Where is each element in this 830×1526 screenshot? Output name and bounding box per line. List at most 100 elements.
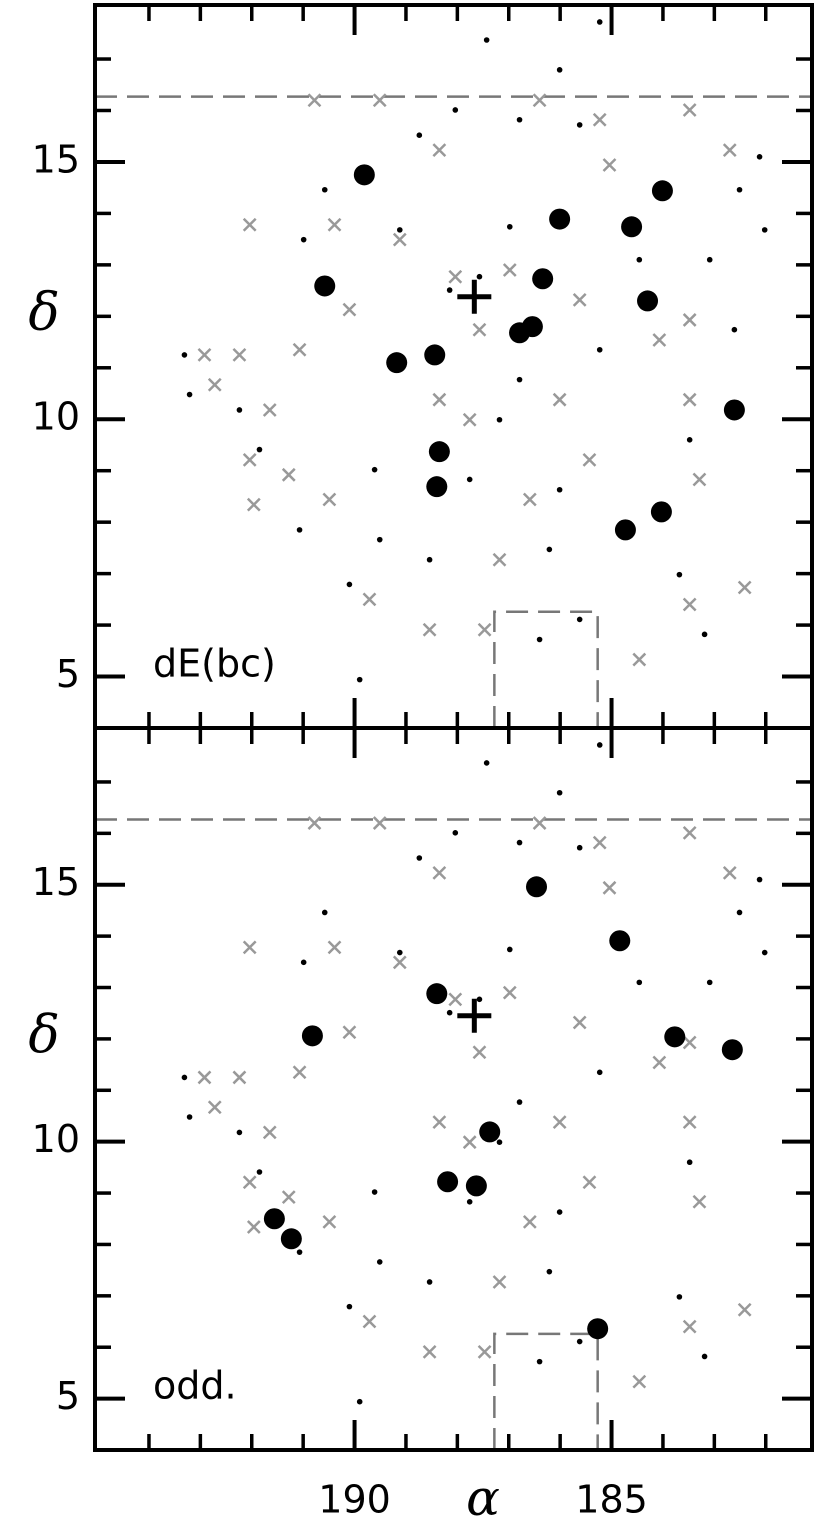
small-point	[181, 1074, 188, 1081]
large-point	[549, 208, 571, 230]
cross-point	[682, 825, 697, 840]
large-point	[664, 1026, 686, 1048]
cross-point	[327, 217, 342, 232]
cross-point	[242, 217, 257, 232]
cross-point	[232, 348, 247, 362]
cross-point	[327, 940, 342, 955]
cross-point	[242, 940, 257, 955]
small-point	[476, 996, 483, 1003]
cross-point	[422, 622, 437, 637]
cross-point	[432, 1115, 447, 1130]
small-point	[296, 1249, 303, 1255]
small-point	[596, 19, 603, 25]
small-point	[706, 256, 713, 263]
large-point	[637, 290, 659, 312]
small-point	[731, 326, 738, 333]
small-point	[516, 1099, 523, 1105]
small-point	[300, 236, 307, 243]
cross-point	[292, 342, 307, 357]
cross-point	[652, 1055, 667, 1070]
small-point	[686, 1159, 693, 1166]
cross-point	[682, 1035, 697, 1050]
cross-point	[392, 955, 407, 970]
small-point	[371, 466, 378, 473]
small-point	[701, 1353, 708, 1360]
plot-frame	[93, 3, 814, 730]
cross-point	[432, 866, 447, 880]
large-point	[609, 930, 631, 952]
small-point	[686, 437, 693, 443]
small-point	[736, 909, 743, 916]
large-point	[426, 983, 448, 1005]
center-marker	[457, 279, 492, 314]
cross-point	[722, 866, 737, 880]
small-point	[356, 676, 363, 683]
small-point	[756, 876, 763, 883]
small-point	[446, 1009, 453, 1016]
small-point	[636, 256, 643, 263]
large-point	[532, 268, 554, 290]
cross-point	[602, 880, 617, 895]
small-point	[576, 1338, 583, 1345]
cross-point	[572, 1015, 587, 1030]
large-point	[386, 352, 408, 374]
small-point	[576, 122, 583, 128]
cross-point	[207, 1100, 222, 1115]
small-point	[356, 1398, 363, 1405]
cross-point	[682, 597, 697, 612]
small-point	[506, 946, 513, 953]
small-point	[546, 1268, 553, 1275]
small-point	[346, 1303, 353, 1310]
small-point	[706, 979, 713, 986]
small-point	[321, 186, 328, 193]
cross-point	[592, 835, 607, 850]
small-point	[483, 760, 490, 766]
small-point	[516, 376, 523, 383]
large-point	[280, 1228, 302, 1250]
cross-point	[737, 1302, 752, 1317]
small-point	[516, 116, 523, 123]
small-point	[321, 909, 328, 916]
cross-point	[432, 392, 447, 407]
small-point	[236, 1129, 243, 1136]
cross-point	[197, 348, 212, 362]
cross-point	[477, 622, 492, 637]
cross-point	[492, 552, 507, 567]
large-point	[263, 1208, 285, 1230]
large-point	[428, 441, 450, 463]
small-point	[676, 1294, 683, 1300]
y-tick-label: 5	[56, 1374, 80, 1418]
cross-point	[552, 392, 567, 407]
large-point	[526, 876, 548, 898]
small-point	[536, 1358, 543, 1365]
cross-point	[362, 592, 377, 607]
y-tick-label: 10	[32, 1117, 80, 1161]
large-point	[426, 476, 448, 498]
cross-point	[502, 985, 517, 1000]
dashed-box	[493, 1332, 599, 1450]
cross-point	[582, 453, 597, 467]
y-tick-label: 5	[56, 652, 80, 696]
dashed-box	[493, 610, 599, 728]
small-point	[376, 536, 383, 543]
large-point	[424, 344, 446, 366]
small-point	[596, 346, 603, 353]
small-point	[496, 1139, 503, 1145]
small-point	[452, 107, 459, 113]
cross-point	[372, 93, 387, 108]
cross-point	[232, 1070, 247, 1085]
cross-point	[737, 580, 752, 595]
cross-point	[262, 403, 277, 417]
small-point	[426, 556, 433, 563]
small-point	[756, 154, 763, 160]
cross-point	[682, 392, 697, 407]
x-tick-label: 190	[318, 1478, 391, 1522]
small-point	[761, 227, 768, 233]
small-point	[556, 67, 563, 73]
cross-point	[372, 816, 387, 830]
large-point	[721, 1039, 743, 1061]
cross-point	[632, 652, 647, 667]
cross-point	[207, 377, 222, 392]
small-point	[556, 486, 563, 493]
